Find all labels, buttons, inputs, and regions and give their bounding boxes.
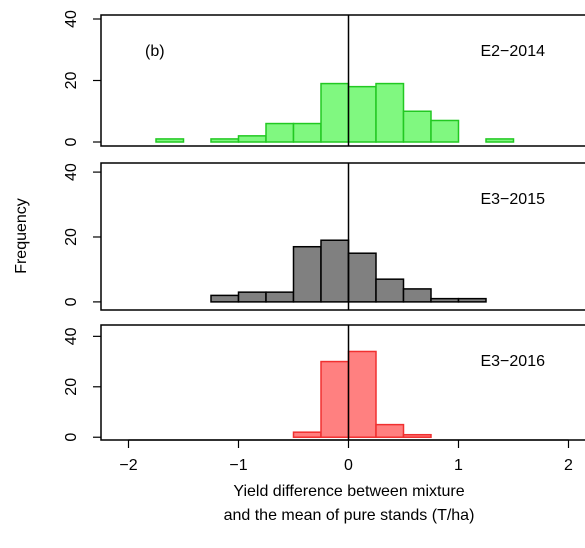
y-tick-label: 40 — [63, 327, 80, 345]
histogram-bar — [347, 350, 377, 438]
panel-label: E2−2014 — [480, 43, 545, 60]
histogram-bar — [347, 252, 377, 303]
y-tick-label: 20 — [63, 378, 80, 396]
panel-label: E3−2016 — [480, 353, 545, 370]
histogram-bar — [347, 85, 377, 143]
x-tick-label: −1 — [229, 457, 247, 474]
histogram-bar — [237, 291, 267, 303]
histogram-bar — [430, 119, 460, 143]
x-axis-label: and the mean of pure stands (T/ha) — [224, 507, 475, 524]
y-tick-label: 0 — [63, 297, 80, 306]
histogram-bar — [402, 110, 432, 143]
histogram-bar — [375, 423, 405, 438]
histogram-bar — [265, 122, 295, 143]
x-tick-label: 1 — [454, 457, 463, 474]
histogram-bar — [430, 297, 460, 303]
x-tick-label: 0 — [344, 457, 353, 474]
histogram-bar — [292, 122, 322, 143]
x-axis-label: Yield difference between mixture — [233, 483, 464, 500]
histogram-bar — [375, 82, 405, 143]
annotation: (b) — [145, 43, 165, 60]
histogram-bar — [320, 360, 350, 438]
y-tick-label: 20 — [63, 72, 80, 90]
x-tick-label: 2 — [564, 457, 573, 474]
histogram-bar — [210, 138, 240, 143]
histogram-bar — [320, 82, 350, 143]
histogram-bar — [457, 297, 487, 303]
histogram-bar — [292, 431, 322, 438]
histogram-bar — [210, 294, 240, 303]
y-tick-label: 0 — [63, 433, 80, 442]
histogram-bar — [292, 245, 322, 303]
y-tick-label: 40 — [63, 10, 80, 28]
histogram-bar — [237, 135, 267, 143]
histogram-bar — [155, 138, 185, 143]
histogram-bar — [375, 278, 405, 303]
histogram-bar — [402, 433, 432, 438]
y-tick-label: 40 — [63, 163, 80, 181]
panel-label: E3−2015 — [480, 191, 545, 208]
histogram-bar — [320, 239, 350, 303]
y-axis-label: Frequency — [13, 198, 30, 274]
y-tick-label: 0 — [63, 137, 80, 146]
histogram-bar — [485, 138, 515, 143]
y-tick-label: 20 — [63, 228, 80, 246]
x-tick-label: −2 — [119, 457, 137, 474]
histogram-bar — [402, 288, 432, 303]
histogram-bar — [265, 291, 295, 303]
